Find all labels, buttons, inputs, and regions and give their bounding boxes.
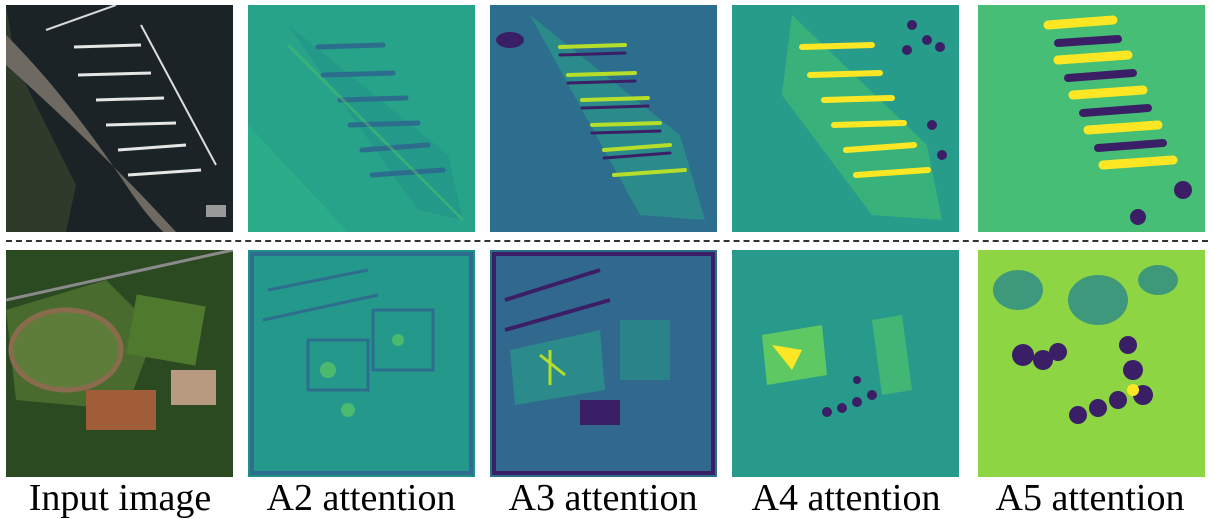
sports-input-image: [6, 250, 233, 477]
sports-a2-attention-map: [248, 250, 475, 477]
column-label-a3: A3 attention: [508, 477, 698, 519]
marina-a5-attention-map: [978, 5, 1205, 232]
sports-a3-attention-map: [490, 250, 717, 477]
marina-a2-attention-map: [248, 5, 475, 232]
sports-a5-attention-map: [978, 250, 1205, 477]
column-label-a2: A2 attention: [266, 477, 456, 519]
marina-a4-attention-map: [732, 5, 959, 232]
marina-a3-attention-map: [490, 5, 717, 232]
column-label-a5: A5 attention: [995, 477, 1185, 519]
column-label-a4: A4 attention: [751, 477, 941, 519]
sports-a4-attention-map: [732, 250, 959, 477]
row-separator: [6, 240, 1208, 242]
column-label-input: Input image: [28, 477, 212, 519]
marina-input-image: [6, 5, 233, 232]
